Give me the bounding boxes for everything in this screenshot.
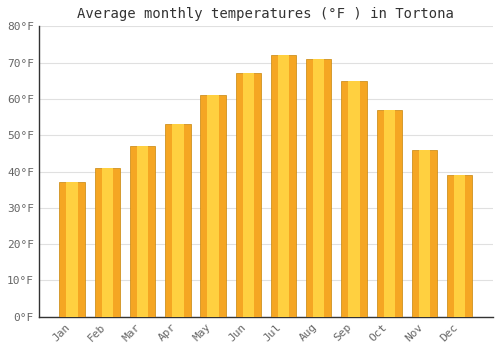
Bar	[236, 74, 261, 317]
Title: Average monthly temperatures (°F ) in Tortona: Average monthly temperatures (°F ) in To…	[78, 7, 454, 21]
Bar	[348, 81, 360, 317]
Bar	[306, 59, 332, 317]
Bar	[172, 124, 184, 317]
Bar	[271, 55, 296, 317]
Bar	[60, 182, 85, 317]
Bar	[102, 168, 113, 317]
Bar	[94, 168, 120, 317]
Bar	[384, 110, 395, 317]
Bar	[130, 146, 156, 317]
Bar	[200, 95, 226, 317]
Bar	[419, 150, 430, 317]
Bar	[137, 146, 148, 317]
Bar	[376, 110, 402, 317]
Bar	[412, 150, 437, 317]
Bar	[454, 175, 466, 317]
Bar	[342, 81, 366, 317]
Bar	[242, 74, 254, 317]
Bar	[313, 59, 324, 317]
Bar	[66, 182, 78, 317]
Bar	[447, 175, 472, 317]
Bar	[278, 55, 289, 317]
Bar	[165, 124, 190, 317]
Bar	[208, 95, 219, 317]
